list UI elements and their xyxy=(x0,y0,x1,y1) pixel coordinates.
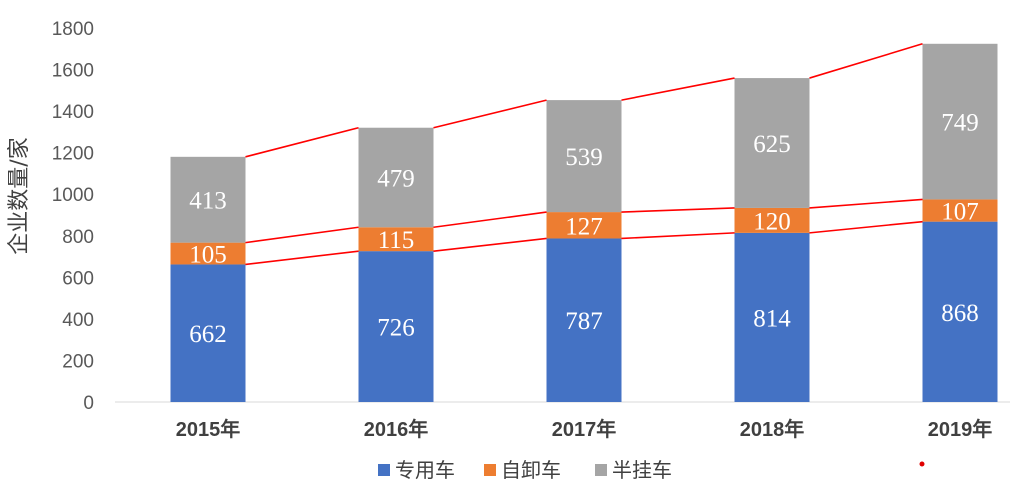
x-tick-label: 2015年 xyxy=(176,417,241,441)
legend-label: 半挂车 xyxy=(612,458,672,482)
bar-segment xyxy=(546,238,622,402)
y-tick-label: 800 xyxy=(62,227,94,248)
data-label: 105 xyxy=(189,242,227,269)
bar-segment xyxy=(358,251,434,402)
data-label: 662 xyxy=(189,321,227,348)
y-tick-label: 600 xyxy=(62,268,94,289)
data-label: 625 xyxy=(753,131,791,158)
bar-segment xyxy=(358,227,434,252)
segment-labels: 662 105 413 726 115 479 787 127 539 814 120 625 868 1… xyxy=(189,110,979,349)
x-tick-label: 2016年 xyxy=(364,417,429,441)
y-tick-label: 1200 xyxy=(52,144,94,165)
y-tick-label: 1800 xyxy=(52,19,94,40)
trend-line-segment xyxy=(433,99,547,129)
y-tick-label: 1600 xyxy=(52,61,94,82)
bar-segment xyxy=(734,232,810,402)
red-dot-mark xyxy=(919,461,925,467)
x-tick-label: 2019年 xyxy=(928,417,993,441)
bar-segment xyxy=(170,156,246,243)
y-tick-label: 200 xyxy=(62,351,94,372)
bar-segment xyxy=(170,242,246,265)
x-axis-categories: 2015年 2016年 2017年 2018年 2019年 xyxy=(176,417,993,441)
data-label: 787 xyxy=(565,308,603,335)
legend: 专用车 自卸车 半挂车 xyxy=(378,458,672,482)
trend-line-segment xyxy=(809,220,923,234)
y-axis-label-group: 企业数量/家 xyxy=(7,137,32,254)
legend-swatch xyxy=(595,464,607,476)
data-label: 749 xyxy=(941,110,979,137)
legend-swatch xyxy=(484,464,496,476)
trend-line-segment xyxy=(809,198,923,209)
bar-segment xyxy=(734,207,810,233)
bar-segment xyxy=(734,78,810,208)
legend-label: 专用车 xyxy=(395,458,455,482)
bar-segment xyxy=(546,100,622,213)
trend-line-segment xyxy=(433,237,547,252)
trend-line-segment xyxy=(245,226,359,244)
bar-segment xyxy=(546,212,622,239)
data-label: 107 xyxy=(941,199,979,226)
legend-label: 自卸车 xyxy=(501,458,561,482)
bar-segment xyxy=(170,264,246,402)
x-tick-label: 2017年 xyxy=(552,417,617,441)
trend-line-segment xyxy=(621,77,735,101)
trend-lines xyxy=(245,43,923,266)
y-tick-label: 1000 xyxy=(52,185,94,206)
legend-swatch xyxy=(378,464,390,476)
bar-segment xyxy=(922,43,998,200)
data-label: 413 xyxy=(189,188,227,215)
bars xyxy=(170,43,998,402)
trend-line-segment xyxy=(433,211,547,229)
trend-line-segment xyxy=(245,250,359,266)
data-label: 127 xyxy=(565,213,603,240)
data-label: 479 xyxy=(377,165,415,192)
x-tick-label: 2018年 xyxy=(740,417,805,441)
trend-line-segment xyxy=(809,43,923,79)
data-label: 115 xyxy=(378,227,415,254)
trend-line-segment xyxy=(245,126,359,158)
data-label: 814 xyxy=(753,305,791,332)
y-tick-label: 1400 xyxy=(52,102,94,123)
data-label: 868 xyxy=(941,300,979,327)
bar-segment xyxy=(358,127,434,228)
trend-line-segment xyxy=(621,232,735,240)
y-tick-label: 400 xyxy=(62,310,94,331)
data-label: 726 xyxy=(377,315,415,342)
bar-segment xyxy=(922,221,998,402)
data-label: 539 xyxy=(565,144,603,171)
y-axis-ticks: 0 200 400 600 800 1000 1200 1400 1600 1800 xyxy=(52,19,94,414)
data-label: 120 xyxy=(753,208,791,235)
bar-segment xyxy=(922,199,998,222)
y-tick-label: 0 xyxy=(83,393,94,414)
trend-line-segment xyxy=(621,207,735,213)
y-axis-label: 企业数量/家 xyxy=(7,137,32,254)
